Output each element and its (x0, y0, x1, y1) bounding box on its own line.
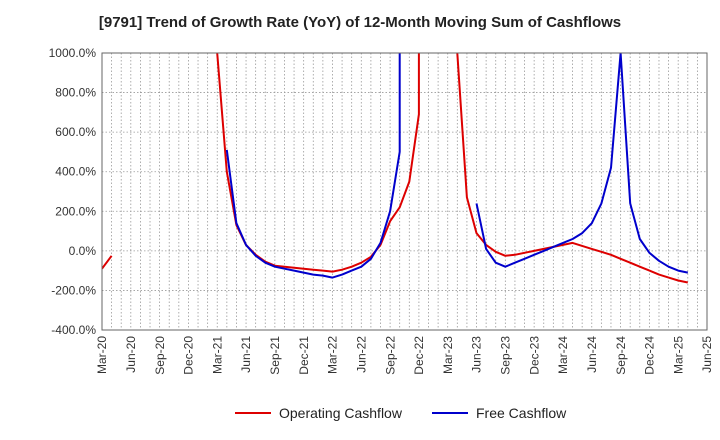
legend-swatch-operating-cashflow (235, 412, 271, 414)
x-tick-label: Jun-25 (700, 336, 714, 373)
plot-border (101, 52, 708, 331)
x-tick-label: Mar-22 (326, 336, 340, 374)
x-tick-label: Mar-24 (556, 336, 570, 374)
x-tick-label: Jun-24 (585, 336, 599, 373)
y-tick-label: 1000.0% (49, 46, 97, 60)
legend: Operating Cashflow Free Cashflow (0, 405, 720, 427)
axes: 1000.0% 800.0% 600.0% 400.0% 200.0% 0.0% -200.… (49, 46, 715, 375)
y-tick-label: 600.0% (55, 125, 96, 139)
legend-swatch-free-cashflow (432, 412, 468, 414)
y-tick-label: -400.0% (51, 323, 96, 337)
legend-item-free-cashflow: Free Cashflow (432, 405, 566, 421)
x-tick-label: Jun-23 (470, 336, 484, 373)
series-line-operating-cashflow (456, 53, 689, 284)
y-tick-label: 400.0% (55, 165, 96, 179)
x-tick-label: Sep-21 (268, 336, 282, 375)
x-tick-label: Jun-20 (124, 336, 138, 373)
x-tick-label: Dec-20 (182, 336, 196, 375)
y-tick-label: 200.0% (55, 204, 96, 218)
series-line-operating-cashflow (102, 255, 113, 270)
x-tick-label: Sep-24 (614, 336, 628, 375)
x-tick-label: Mar-23 (441, 336, 455, 374)
y-tick-label: -200.0% (51, 283, 96, 297)
y-tick-label: 0.0% (69, 244, 97, 258)
series-line-free-cashflow (475, 53, 689, 274)
x-tick-label: Mar-20 (95, 336, 109, 374)
legend-label-free-cashflow: Free Cashflow (476, 405, 567, 421)
x-tick-label: Dec-22 (412, 336, 426, 375)
y-tick-label: 800.0% (55, 86, 96, 100)
chart-title: [9791] Trend of Growth Rate (YoY) of 12-… (98, 14, 622, 31)
series-lines (102, 53, 689, 284)
x-tick-label: Jun-21 (239, 336, 253, 373)
x-tick-label: Sep-22 (383, 336, 397, 375)
x-tick-label: Mar-25 (671, 336, 685, 374)
series-line-operating-cashflow (216, 53, 420, 273)
x-tick-label: Sep-20 (153, 336, 167, 375)
x-tick-label: Dec-21 (297, 336, 311, 375)
series-line-free-cashflow (225, 53, 401, 279)
x-tick-label: Jun-22 (354, 336, 368, 373)
legend-label-operating-cashflow: Operating Cashflow (279, 405, 402, 421)
x-tick-label: Sep-23 (499, 336, 513, 375)
x-tick-label: Mar-21 (210, 336, 224, 374)
x-tick-label: Dec-23 (527, 336, 541, 375)
x-tick-label: Dec-24 (643, 336, 657, 375)
legend-item-operating-cashflow: Operating Cashflow (235, 405, 402, 421)
